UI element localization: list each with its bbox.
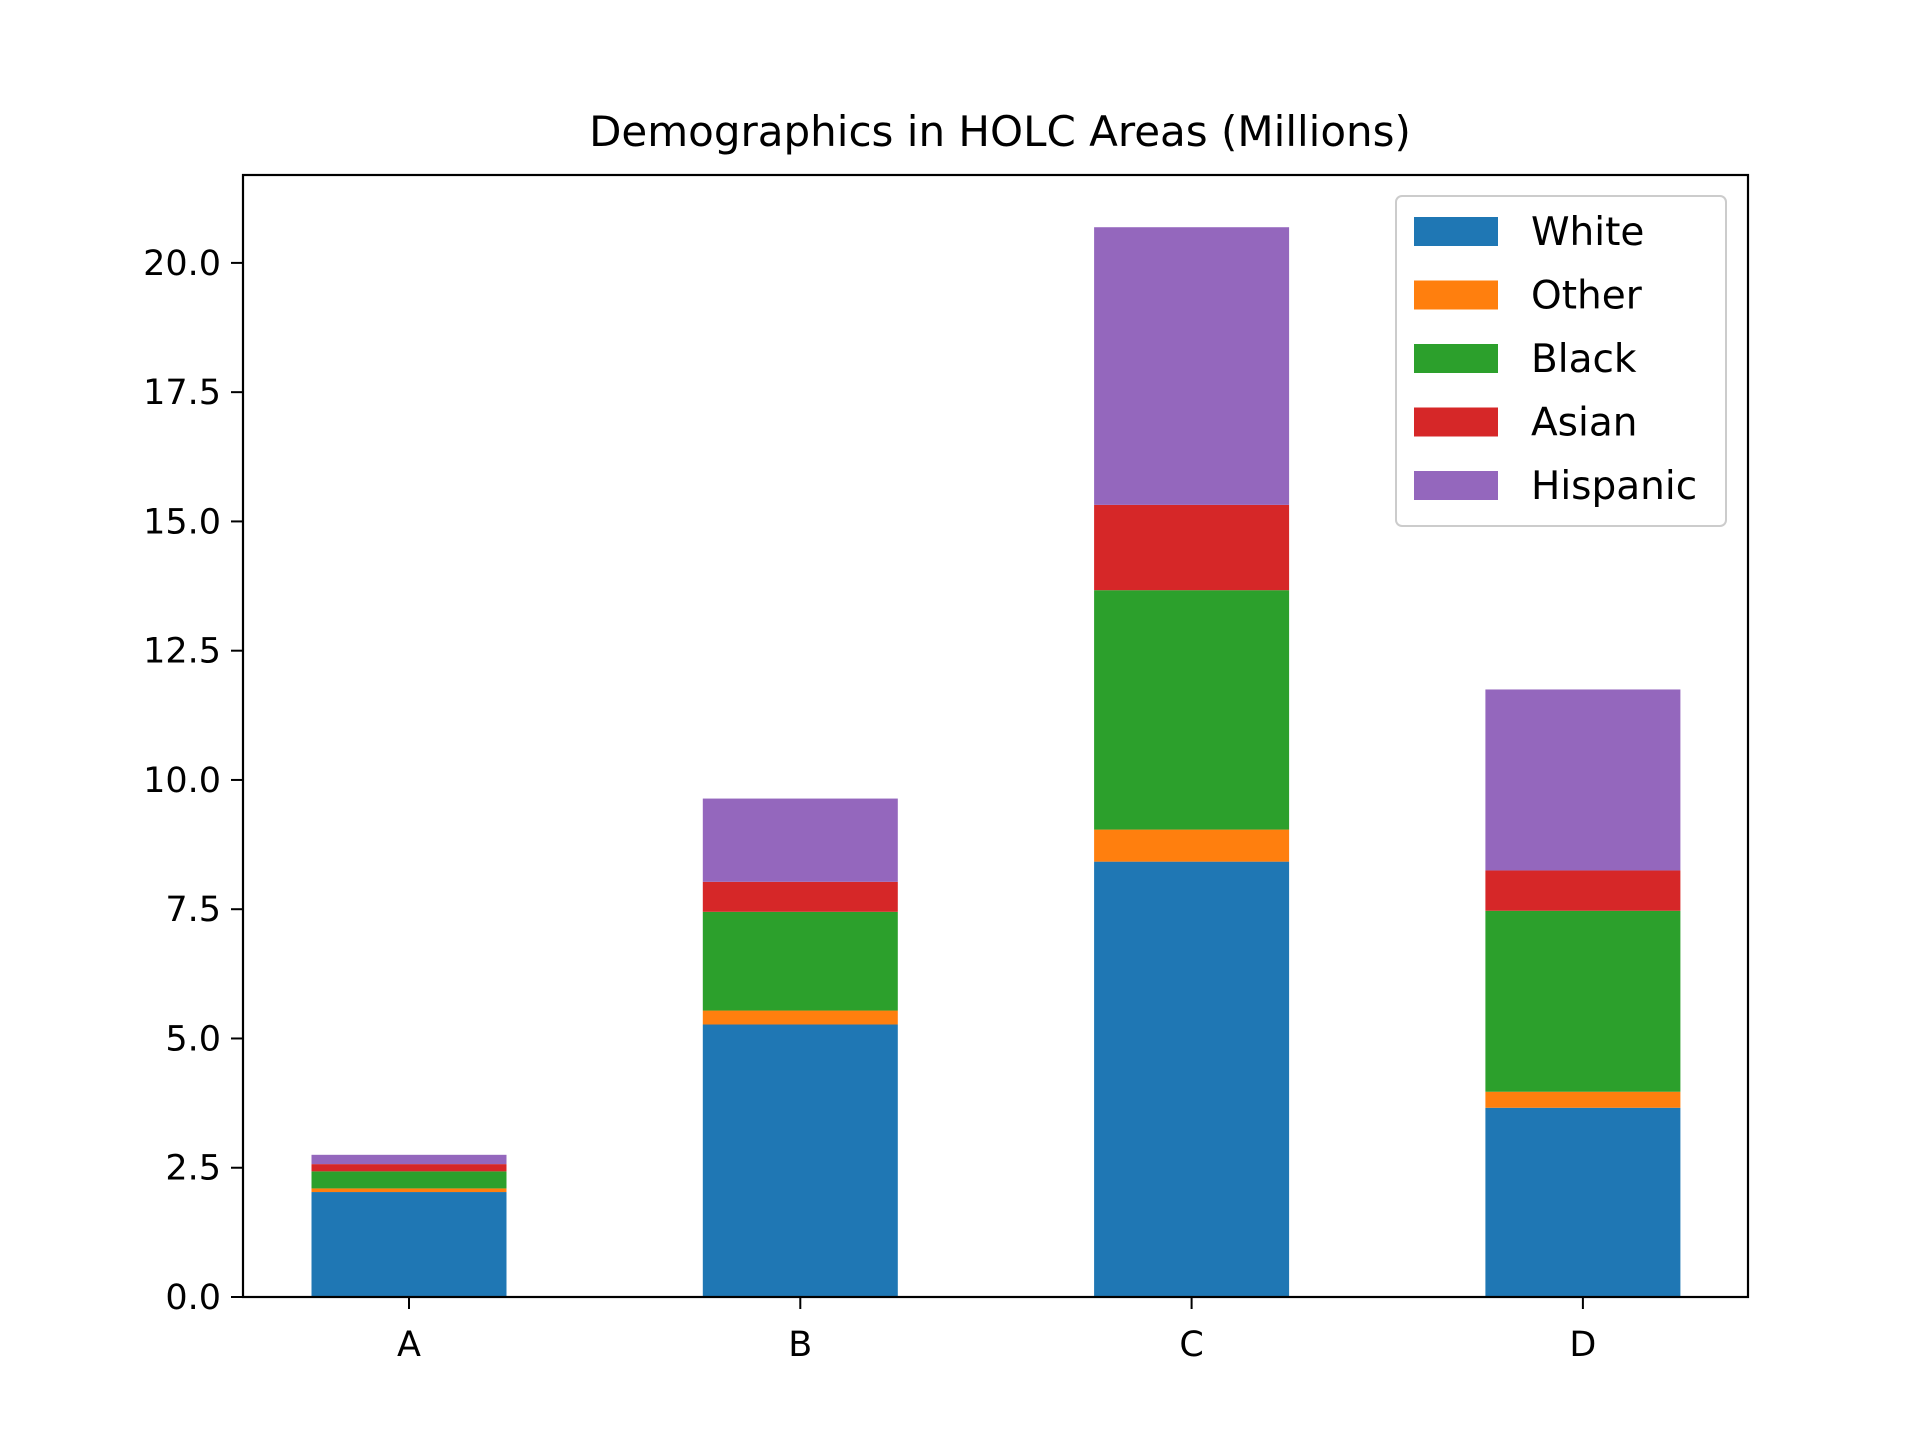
bar-hispanic-c (1094, 227, 1290, 505)
y-axis: 0.0 2.5 5.0 7.5 10.0 12.5 15.0 17.5 20.0 (143, 244, 243, 1318)
y-tick-label: 15.0 (143, 502, 221, 542)
legend-label-other: Other (1531, 274, 1643, 319)
bar-black-a (311, 1171, 507, 1189)
bar-black-b (702, 911, 898, 1011)
legend-swatch-other (1414, 280, 1498, 310)
bar-asian-d (1485, 870, 1681, 911)
bar-black-c (1094, 590, 1290, 830)
legend: White Other Black Asian Hispanic (1395, 195, 1727, 527)
bar-hispanic-b (702, 798, 898, 882)
y-tick-label: 7.5 (165, 890, 221, 930)
bar-white-d (1485, 1107, 1681, 1297)
bar-white-b (702, 1024, 898, 1297)
x-tick-label: C (1179, 1325, 1203, 1365)
bar-other-d (1485, 1091, 1681, 1108)
bar-hispanic-d (1485, 689, 1681, 871)
bar-asian-b (702, 881, 898, 912)
legend-frame (1395, 195, 1727, 527)
bar-black-d (1485, 910, 1681, 1092)
legend-label-white: White (1531, 210, 1644, 255)
bar-white-c (1094, 861, 1290, 1297)
bar-other-b (702, 1010, 898, 1025)
bar-other-c (1094, 829, 1290, 862)
bar-hispanic-a (311, 1154, 507, 1165)
y-tick-label: 17.5 (143, 373, 221, 413)
bars-group (311, 227, 1681, 1297)
x-tick-label: A (397, 1325, 421, 1365)
legend-label-asian: Asian (1531, 401, 1637, 446)
x-tick-label: B (788, 1325, 812, 1365)
chart-title: Demographics in HOLC Areas (Millions) (589, 107, 1411, 156)
legend-swatch-white (1414, 217, 1498, 246)
bar-white-a (311, 1192, 507, 1297)
y-tick-label: 0.0 (165, 1278, 221, 1318)
plot-frame (241, 173, 1750, 1299)
bar-other-a (311, 1188, 507, 1193)
legend-swatch-hispanic (1414, 471, 1498, 500)
y-tick-label: 12.5 (143, 632, 221, 672)
legend-swatch-asian (1414, 407, 1498, 437)
legend-label-black: Black (1531, 337, 1637, 382)
bar-asian-c (1094, 504, 1290, 591)
y-tick-label: 20.0 (143, 244, 221, 284)
x-tick-label: D (1569, 1325, 1596, 1365)
y-tick-label: 10.0 (143, 761, 221, 801)
bar-asian-a (311, 1164, 507, 1172)
y-tick-label: 2.5 (165, 1149, 221, 1189)
y-tick-label: 5.0 (165, 1019, 221, 1059)
legend-swatch-black (1414, 344, 1498, 373)
x-axis: A B C D (397, 1297, 1596, 1365)
legend-label-hispanic: Hispanic (1531, 464, 1697, 509)
